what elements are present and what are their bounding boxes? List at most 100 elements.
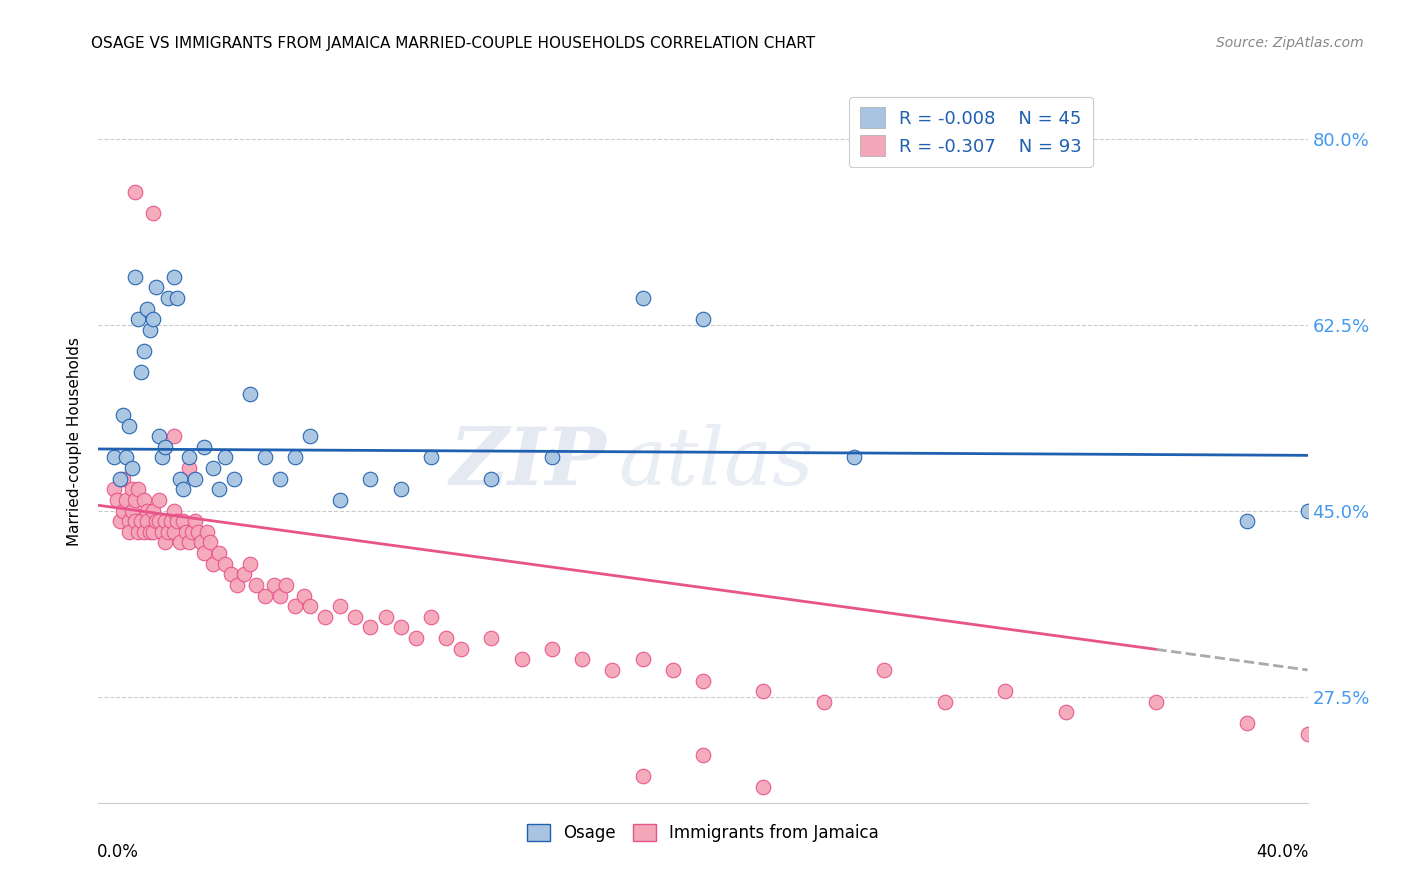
Point [193, 440, 215, 454]
Point [153, 440, 176, 454]
Point [181, 524, 204, 539]
Point [111, 503, 134, 517]
Point [163, 269, 186, 284]
Point [661, 663, 683, 677]
Point [1144, 695, 1167, 709]
Point [284, 450, 307, 465]
Point [299, 429, 322, 443]
Text: 40.0%: 40.0% [1257, 843, 1309, 861]
Point [153, 514, 176, 528]
Point [145, 280, 167, 294]
Point [202, 557, 225, 571]
Point [1236, 716, 1258, 731]
Point [224, 472, 246, 486]
Y-axis label: Married-couple Households: Married-couple Households [67, 337, 83, 546]
Point [148, 514, 170, 528]
Point [118, 418, 141, 433]
Point [481, 631, 503, 645]
Point [193, 546, 215, 560]
Point [166, 514, 188, 528]
Point [752, 684, 775, 698]
Point [752, 780, 775, 794]
Point [129, 514, 152, 528]
Point [226, 578, 249, 592]
Point [692, 747, 714, 762]
Point [174, 524, 197, 539]
Point [1296, 503, 1319, 517]
Point [103, 483, 125, 497]
Point [405, 631, 427, 645]
Point [124, 185, 146, 199]
Point [166, 291, 188, 305]
Point [163, 524, 186, 539]
Point [163, 503, 186, 517]
Point [239, 386, 262, 401]
Point [179, 535, 201, 549]
Point [169, 472, 191, 486]
Point [187, 524, 209, 539]
Point [108, 472, 131, 486]
Point [135, 514, 157, 528]
Point [145, 514, 167, 528]
Point [510, 652, 533, 666]
Point [121, 483, 143, 497]
Point [150, 524, 173, 539]
Text: ZIP: ZIP [450, 425, 606, 502]
Point [195, 524, 218, 539]
Point [360, 472, 382, 486]
Point [105, 493, 128, 508]
Point [571, 652, 593, 666]
Point [813, 695, 835, 709]
Point [263, 578, 285, 592]
Text: OSAGE VS IMMIGRANTS FROM JAMAICA MARRIED-COUPLE HOUSEHOLDS CORRELATION CHART: OSAGE VS IMMIGRANTS FROM JAMAICA MARRIED… [91, 36, 815, 51]
Point [172, 514, 194, 528]
Point [142, 206, 165, 220]
Point [994, 684, 1017, 698]
Point [374, 610, 396, 624]
Point [124, 493, 146, 508]
Point [239, 557, 262, 571]
Point [1236, 514, 1258, 528]
Point [481, 472, 503, 486]
Point [540, 641, 562, 656]
Point [844, 450, 866, 465]
Point [602, 663, 624, 677]
Point [269, 589, 291, 603]
Point [208, 546, 231, 560]
Point [111, 472, 134, 486]
Point [190, 535, 212, 549]
Point [156, 524, 179, 539]
Point [163, 429, 186, 443]
Point [253, 589, 276, 603]
Text: atlas: atlas [619, 425, 814, 502]
Point [118, 524, 141, 539]
Point [121, 461, 143, 475]
Point [121, 503, 143, 517]
Point [420, 610, 443, 624]
Point [127, 524, 149, 539]
Point [329, 599, 352, 614]
Point [284, 599, 307, 614]
Point [274, 578, 297, 592]
Point [148, 429, 170, 443]
Point [184, 472, 207, 486]
Point [253, 450, 276, 465]
Point [132, 524, 155, 539]
Point [153, 535, 176, 549]
Point [692, 312, 714, 326]
Point [389, 620, 412, 634]
Point [292, 589, 315, 603]
Point [631, 769, 654, 783]
Point [200, 535, 222, 549]
Point [232, 567, 254, 582]
Point [148, 493, 170, 508]
Legend: R = -0.008    N = 45, R = -0.307    N = 93: R = -0.008 N = 45, R = -0.307 N = 93 [849, 96, 1092, 167]
Point [360, 620, 382, 634]
Point [420, 450, 443, 465]
Point [692, 673, 714, 688]
Point [269, 472, 291, 486]
Point [873, 663, 896, 677]
Point [208, 483, 231, 497]
Point [540, 450, 562, 465]
Point [129, 366, 152, 380]
